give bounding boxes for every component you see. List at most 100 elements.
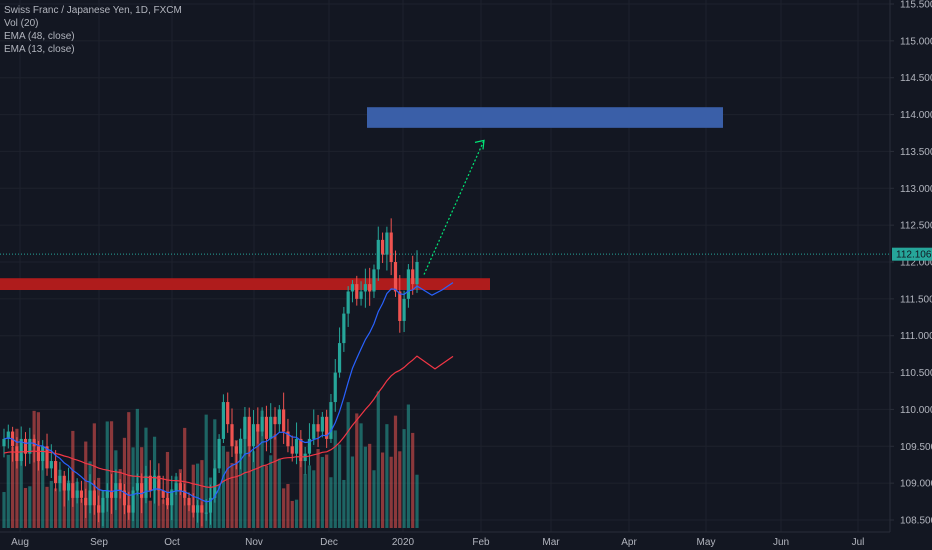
volume-bar	[333, 430, 337, 528]
candle-body	[140, 483, 144, 498]
candle-body	[161, 490, 165, 498]
candle-body	[350, 284, 355, 292]
time-axis[interactable]: Aug Sep Oct Nov Dec 2020 Feb Mar Apr May Jun Jul	[11, 537, 864, 548]
candle-body	[286, 431, 290, 447]
candle-body	[372, 269, 376, 292]
volume-bar	[148, 500, 152, 528]
volume-bar	[402, 429, 406, 528]
candle-body	[251, 424, 256, 447]
candle-body	[32, 438, 36, 447]
candle-body	[226, 402, 230, 425]
volume-bar	[204, 414, 208, 528]
candle-body	[269, 416, 273, 439]
candle-body	[325, 416, 329, 439]
price-axis[interactable]: 108.500 109.000 109.500 110.000 110.500 111.0…	[890, 0, 932, 527]
price-tick-label: 115.000	[900, 36, 932, 47]
volume-bar	[23, 487, 28, 528]
current-price-tag: 112.106	[892, 247, 932, 261]
ema-48-line	[3, 355, 454, 489]
candle-body	[393, 262, 398, 292]
time-tick-label: Dec	[320, 537, 338, 548]
volume-bar	[277, 458, 281, 528]
indicator-ema-13[interactable]: EMA (13, close)	[4, 44, 75, 55]
candle-body	[15, 446, 19, 462]
candle-body	[200, 505, 204, 513]
candle-body	[277, 409, 281, 425]
resistance-zone	[0, 278, 490, 291]
volume-bar	[118, 469, 122, 528]
volume-bar	[264, 465, 269, 528]
indicator-volume[interactable]: Vol (20)	[4, 18, 39, 29]
candle-body	[127, 505, 131, 513]
price-tick-label: 111.000	[900, 331, 932, 342]
candle-body	[320, 416, 324, 432]
chart-legend: Swiss Franc / Japanese Yen, 1D, FXCM Vol…	[4, 4, 182, 56]
candle-body	[264, 416, 269, 439]
candle-body	[2, 438, 6, 447]
candle-body	[247, 416, 251, 447]
volume-bar	[187, 502, 191, 528]
volume-bar	[325, 454, 329, 528]
volume-bar	[269, 455, 273, 528]
candle-body	[84, 497, 88, 506]
price-tick-label: 110.000	[900, 405, 932, 416]
price-tick-label: 114.000	[900, 110, 932, 121]
candle-body	[152, 475, 157, 491]
candle-body	[45, 446, 49, 469]
drawn-zones	[0, 107, 723, 291]
volume-bar	[376, 391, 380, 528]
candle-body	[307, 438, 312, 454]
volume-bar	[6, 454, 10, 528]
volume-bar	[415, 474, 419, 528]
volume-bar	[303, 473, 307, 528]
candle-body	[191, 505, 195, 513]
candle-body	[170, 490, 174, 506]
volume-bar	[320, 456, 324, 528]
candle-body	[19, 438, 23, 462]
candle-body	[294, 438, 299, 454]
candle-body	[316, 424, 320, 432]
candle-body	[36, 446, 41, 462]
volume-bar	[15, 428, 19, 528]
candle-body	[54, 461, 58, 484]
price-tick-label: 109.500	[900, 442, 932, 453]
candle-body	[88, 490, 92, 506]
volume-bar	[221, 445, 226, 528]
candle-body	[239, 438, 243, 454]
volume-bar	[346, 402, 350, 528]
candle-body	[208, 497, 213, 513]
candle-body	[165, 497, 170, 506]
candle-body	[411, 269, 415, 285]
candle-body	[337, 343, 342, 373]
volume-bar	[79, 498, 84, 528]
candle-body	[406, 269, 410, 299]
candle-body	[75, 490, 79, 498]
candle-body	[49, 461, 53, 469]
price-tick-label: 108.500	[900, 516, 932, 527]
volume-bar	[183, 427, 187, 528]
volume-bar	[49, 480, 53, 528]
volume-bar	[355, 413, 359, 528]
ema-13-line	[3, 282, 454, 503]
volume-bar	[135, 408, 139, 528]
candle-body	[66, 483, 71, 491]
volume-bar	[350, 456, 355, 528]
volume-bar	[299, 440, 303, 528]
volume-bar	[226, 451, 230, 528]
volume-bar	[316, 449, 320, 528]
time-tick-label: Mar	[542, 537, 560, 548]
volume-bar	[337, 444, 342, 528]
candle-body	[183, 490, 187, 498]
indicator-ema-48[interactable]: EMA (48, close)	[4, 31, 75, 42]
volume-bar	[294, 499, 299, 528]
volume-bar	[54, 488, 58, 528]
candle-body	[312, 424, 316, 439]
volume-bar	[290, 500, 294, 528]
candle-body	[402, 298, 406, 321]
time-tick-label: Oct	[164, 537, 180, 548]
price-tick-label: 113.000	[900, 184, 932, 195]
candle-body	[368, 284, 372, 292]
time-tick-label: Jun	[773, 537, 789, 548]
volume-bar	[200, 460, 204, 528]
